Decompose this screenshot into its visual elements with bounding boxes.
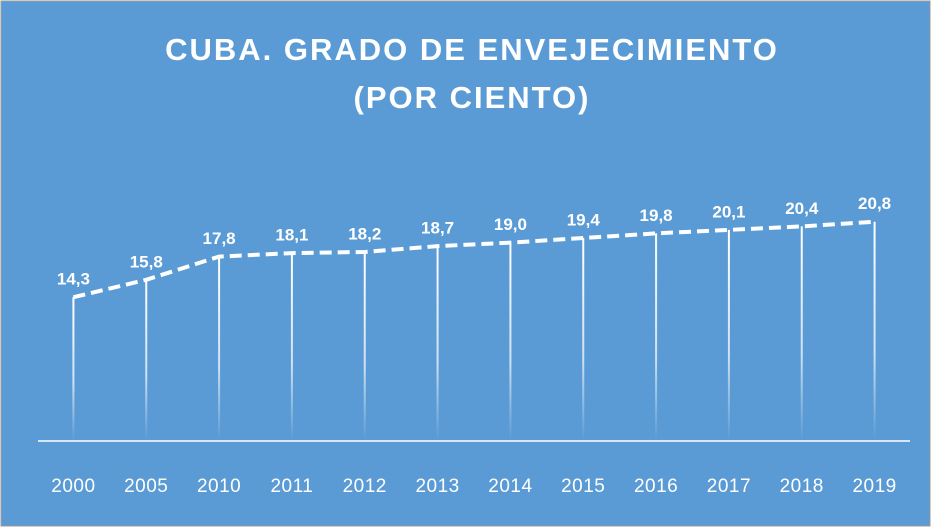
- drop-line: [145, 279, 148, 440]
- x-tick-label: 2019: [852, 476, 896, 497]
- x-tick-label: 2010: [197, 476, 241, 497]
- data-label: 14,3: [57, 270, 90, 289]
- x-tick-label: 2013: [415, 476, 459, 497]
- drop-line: [363, 251, 366, 440]
- drop-line: [582, 238, 585, 440]
- x-tick-label: 2017: [707, 476, 751, 497]
- drop-line: [218, 256, 221, 440]
- data-label: 20,1: [712, 202, 745, 221]
- data-label: 17,8: [203, 229, 236, 248]
- data-label: 18,7: [421, 219, 454, 238]
- data-label: 20,8: [858, 194, 891, 213]
- drop-line: [655, 233, 658, 440]
- data-label: 20,4: [785, 199, 819, 218]
- drop-line: [727, 229, 730, 440]
- data-label: 15,8: [130, 252, 163, 271]
- drop-line: [436, 246, 439, 440]
- drop-line: [873, 221, 876, 440]
- x-tick-label: 2000: [51, 476, 95, 497]
- chart-title: CUBA. GRADO DE ENVEJECIMIENTO: [165, 32, 779, 67]
- data-line: [72, 219, 875, 300]
- x-tick-label: 2015: [561, 476, 605, 497]
- x-tick-label: 2005: [124, 476, 168, 497]
- drop-line: [800, 226, 803, 440]
- data-label: 19,0: [494, 215, 527, 234]
- drop-line: [509, 242, 512, 440]
- x-tick-label: 2018: [780, 476, 824, 497]
- x-tick-label: 2016: [634, 476, 678, 497]
- x-tick-label: 2012: [343, 476, 387, 497]
- data-label: 19,4: [567, 210, 601, 229]
- drop-line: [72, 297, 75, 440]
- x-tick-label: 2014: [488, 476, 532, 497]
- x-tick-label: 2011: [270, 476, 313, 497]
- drop-line: [290, 253, 293, 440]
- data-label: 18,1: [275, 226, 308, 245]
- data-label: 18,2: [348, 224, 381, 243]
- chart-title: (POR CIENTO): [354, 80, 591, 115]
- data-label: 19,8: [640, 206, 673, 225]
